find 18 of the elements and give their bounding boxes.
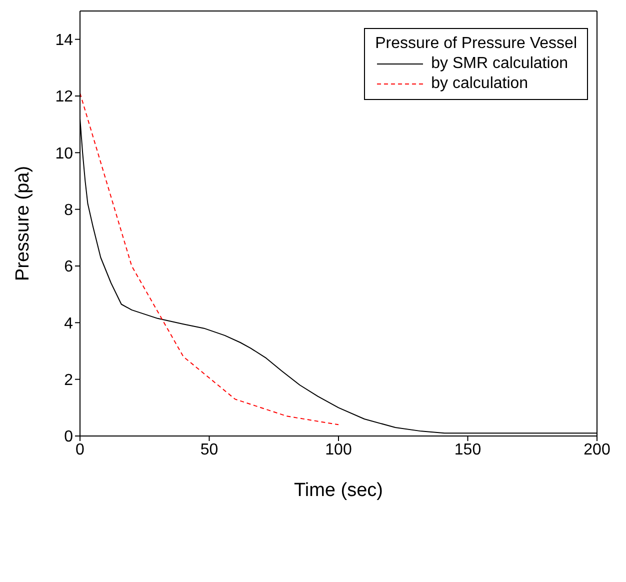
x-axis-title: Time (sec)	[294, 480, 384, 501]
y-tick-label: 8	[64, 202, 74, 220]
x-tick-label: 0	[76, 441, 85, 458]
x-tick-label: 100	[325, 441, 352, 458]
y-tick-label: 12	[55, 88, 74, 106]
x-tick-label: 150	[454, 441, 482, 458]
legend-title: Pressure of Pressure Vessel	[375, 35, 577, 53]
y-axis-title: Pressure (pa)	[12, 166, 34, 282]
legend-label: by SMR calculation	[431, 55, 568, 73]
y-tick-label: 10	[55, 145, 74, 162]
legend-label: by calculation	[431, 75, 528, 93]
x-tick-label: 200	[584, 441, 610, 458]
y-tick-label: 4	[64, 315, 74, 332]
x-tick-label: 50	[200, 441, 218, 458]
y-tick-label: 2	[64, 372, 74, 390]
y-tick-label: 6	[64, 258, 74, 276]
y-tick-label: 14	[55, 32, 74, 50]
y-tick-label: 0	[64, 428, 74, 446]
